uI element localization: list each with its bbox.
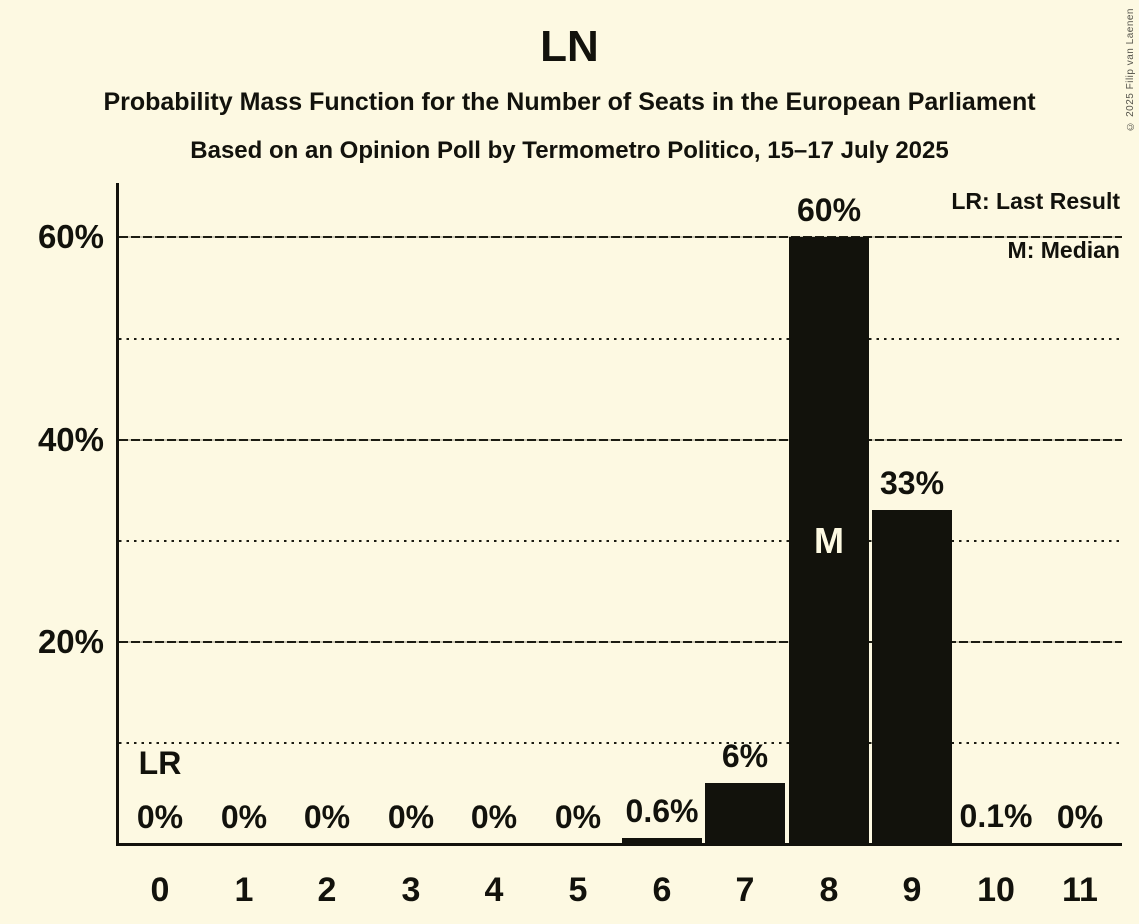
legend-last-result: LR: Last Result <box>951 188 1120 214</box>
gridline-solid-20pct <box>119 641 1122 643</box>
bar-value-label-4: 0% <box>470 799 518 835</box>
chart-title: LN <box>540 22 599 71</box>
x-tick-label-9: 9 <box>902 871 922 909</box>
last-result-marker: LR <box>138 745 182 781</box>
gridline-dotted-30pct <box>119 540 1122 542</box>
gridline-solid-60pct <box>119 236 1122 238</box>
x-tick-label-2: 2 <box>317 871 337 909</box>
bar-value-label-1: 0% <box>220 799 268 835</box>
bar-seat-9 <box>872 510 952 844</box>
bar-value-label-5: 0% <box>554 799 602 835</box>
bar-value-label-6: 0.6% <box>625 793 699 829</box>
y-tick-label-20: 20% <box>37 623 104 660</box>
bar-value-label-10: 0.1% <box>959 798 1033 834</box>
bar-value-label-3: 0% <box>387 799 435 835</box>
bar-value-label-8: 60% <box>796 192 862 228</box>
x-tick-label-7: 7 <box>735 871 755 909</box>
x-tick-label-1: 1 <box>234 871 254 909</box>
bar-value-label-9: 33% <box>879 465 945 501</box>
x-tick-label-11: 11 <box>1062 871 1098 909</box>
gridline-dotted-10pct <box>119 742 1122 744</box>
bar-value-label-2: 0% <box>303 799 351 835</box>
y-axis-line <box>116 183 119 846</box>
x-tick-label-8: 8 <box>819 871 839 909</box>
x-tick-label-3: 3 <box>401 871 421 909</box>
x-tick-label-6: 6 <box>652 871 672 909</box>
bar-value-label-0: 0% <box>136 799 184 835</box>
x-tick-label-5: 5 <box>568 871 588 909</box>
bar-seat-6 <box>622 838 702 844</box>
x-tick-label-0: 0 <box>150 871 170 909</box>
y-tick-label-60: 60% <box>37 218 104 255</box>
x-tick-label-4: 4 <box>484 871 504 909</box>
gridline-dotted-50pct <box>119 338 1122 340</box>
bar-value-label-7: 6% <box>721 738 769 774</box>
y-tick-label-40: 40% <box>37 421 104 458</box>
x-tick-label-10: 10 <box>977 871 1015 909</box>
bar-seat-8 <box>789 237 869 844</box>
gridline-solid-40pct <box>119 439 1122 441</box>
bar-value-label-11: 0% <box>1056 799 1104 835</box>
bar-seat-10 <box>956 843 1036 844</box>
median-marker: M <box>814 520 844 561</box>
chart-poll-source: Based on an Opinion Poll by Termometro P… <box>190 137 949 164</box>
x-axis-line <box>116 843 1122 846</box>
bar-seat-7 <box>705 783 785 844</box>
legend-median: M: Median <box>1007 237 1120 263</box>
chart-subtitle: Probability Mass Function for the Number… <box>103 88 1036 116</box>
